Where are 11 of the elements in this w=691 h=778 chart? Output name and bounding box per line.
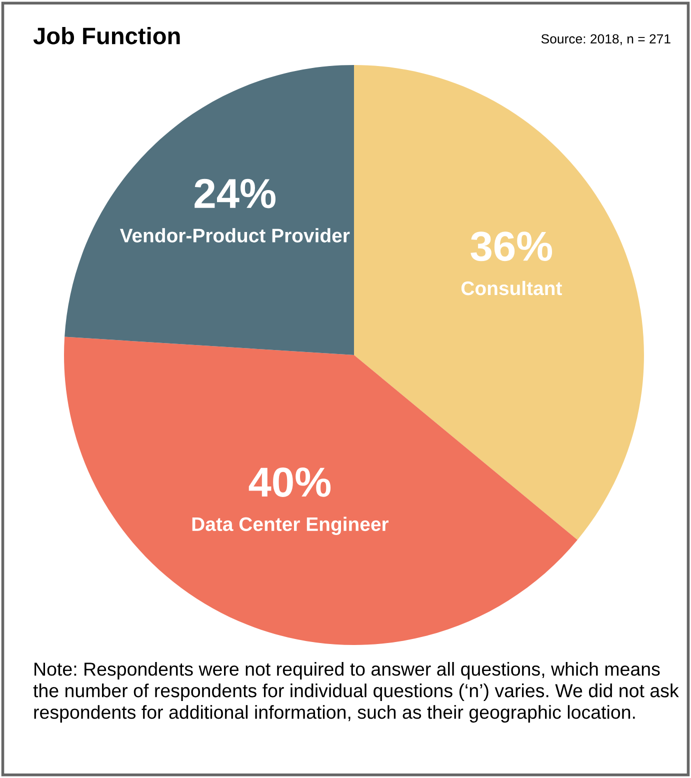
slice-label: Vendor-Product Provider	[120, 228, 350, 242]
data-label: 40%	[248, 467, 331, 497]
pie-slice	[64, 336, 578, 645]
text: Note: Respondents were not required to answer all questions, which means the number of respondents for individual questions (‘n’) varies. We did not ask respondents for additional information, such as their geographic location.	[33, 662, 679, 723]
source-note: Source: 2018, n = 271	[541, 34, 670, 46]
pie-slice	[64, 65, 354, 355]
slice-label: Data Center Engineer	[192, 516, 389, 535]
slice-label: Consultant	[461, 280, 562, 296]
data-label: 24%	[194, 178, 276, 208]
chart-title: Job Function	[33, 26, 180, 44]
data-label: 36%	[470, 232, 552, 262]
